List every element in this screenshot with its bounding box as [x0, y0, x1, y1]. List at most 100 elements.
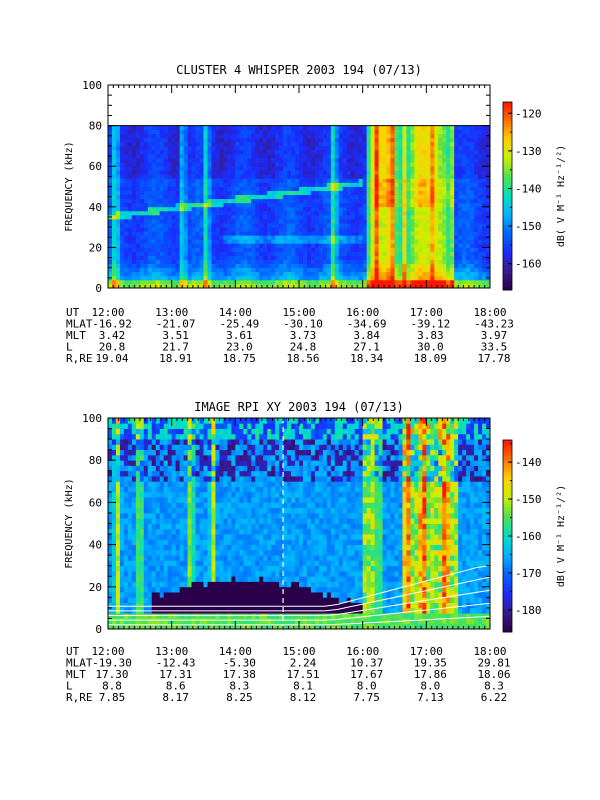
spectrogram-cell — [171, 158, 177, 163]
spectrogram-cell — [191, 186, 196, 191]
spectrogram-cell — [418, 186, 423, 191]
spectrogram-cell — [207, 141, 212, 147]
spectrogram-cell — [302, 170, 308, 175]
spectrogram-cell — [354, 243, 360, 248]
spectrogram-cell — [382, 235, 387, 240]
spectrogram-cell — [163, 267, 169, 273]
spectrogram-cell — [119, 539, 125, 545]
spectrogram-cell — [131, 223, 137, 228]
spectrogram-cell — [334, 129, 340, 135]
spectrogram-cell — [215, 141, 220, 147]
spectrogram-cell — [175, 465, 181, 472]
spectrogram-cell — [147, 423, 153, 429]
spectrogram-cell — [283, 247, 288, 252]
spectrogram-cell — [446, 271, 451, 277]
spectrogram-cell — [243, 198, 248, 204]
spectrogram-cell — [283, 223, 288, 228]
spectrogram-cell — [382, 223, 387, 228]
spectrogram-cell — [358, 255, 364, 260]
spectrogram-cell — [306, 255, 312, 260]
spectrogram-cell — [390, 247, 395, 252]
spectrogram-cell — [438, 210, 443, 216]
spectrogram-cell — [203, 194, 208, 200]
spectrogram-cell — [139, 423, 145, 429]
spectrogram-cell — [211, 263, 216, 269]
spectrogram-cell — [139, 555, 145, 561]
spectrogram-cell — [299, 170, 304, 175]
spectrogram-cell — [362, 235, 368, 240]
spectrogram-cell — [275, 158, 280, 163]
spectrogram-cell — [108, 259, 113, 265]
spectrogram-cell — [398, 174, 403, 179]
spectrogram-cell — [159, 476, 165, 482]
spectrogram-cell — [127, 198, 133, 204]
spectrogram-cell — [338, 214, 344, 220]
spectrogram-cell — [362, 214, 368, 220]
spectrogram-cell — [111, 486, 117, 493]
spectrogram-cell — [271, 149, 276, 155]
spectrogram-cell — [211, 231, 216, 236]
spectrogram-cell — [350, 210, 356, 216]
spectrogram-cell — [446, 162, 451, 167]
spectrogram-cell — [108, 247, 113, 252]
spectrogram-cell — [295, 166, 300, 171]
spectrogram-cell — [243, 162, 248, 167]
spectrogram-cell — [187, 470, 192, 477]
spectrogram-cell — [143, 423, 149, 429]
spectrogram-cell — [446, 283, 451, 289]
spectrogram-cell — [410, 218, 415, 224]
spectrogram-cell — [378, 247, 383, 252]
spectrogram-cell — [402, 154, 407, 159]
spectrogram-cell — [342, 186, 348, 191]
spectrogram-cell — [430, 263, 435, 269]
spectrogram-cell — [279, 210, 284, 216]
spectrogram-cell — [195, 182, 200, 187]
spectrogram-cell — [334, 158, 340, 163]
spectrogram-cell — [111, 586, 117, 593]
spectrogram-cell — [422, 137, 427, 143]
spectrogram-cell — [171, 486, 177, 493]
spectrogram-cell — [434, 263, 439, 269]
spectrogram-cell — [127, 523, 133, 530]
spectrogram-cell — [155, 145, 161, 151]
spectrogram-cell — [330, 279, 336, 285]
spectrogram-cell — [482, 145, 487, 151]
spectrogram-cell — [330, 137, 336, 143]
spectrogram-cell — [326, 190, 332, 196]
spectrogram-cell — [187, 497, 192, 503]
spectrogram-cell — [366, 194, 372, 200]
spectrogram-cell — [478, 186, 483, 191]
spectrogram-cell — [127, 190, 133, 196]
spectrogram-cell — [163, 239, 169, 244]
spectrogram-cell — [139, 174, 145, 179]
spectrogram-cell — [151, 444, 157, 451]
spectrogram-cell — [259, 129, 264, 135]
spectrogram-cell — [259, 243, 264, 248]
spectrogram-cell — [215, 251, 220, 256]
spectrogram-cell — [306, 158, 312, 163]
spectrogram-cell — [450, 235, 455, 240]
spectrogram-cell — [187, 231, 192, 236]
spectrogram-cell — [159, 549, 165, 556]
spectrogram-cell — [402, 247, 407, 252]
spectrogram-cell — [119, 267, 125, 273]
spectrogram-cell — [159, 465, 165, 472]
spectrogram-cell — [203, 275, 208, 281]
spectrogram-cell — [247, 210, 252, 216]
spectrogram-cell — [474, 129, 479, 135]
spectrogram-cell — [442, 145, 447, 151]
spectrogram-cell — [410, 162, 415, 167]
spectrogram-cell — [370, 149, 376, 155]
spectrogram-cell — [358, 182, 364, 187]
spectrogram-cell — [123, 555, 129, 561]
spectrogram-cell — [306, 275, 312, 281]
spectrogram-cell — [430, 227, 435, 232]
spectrogram-cell — [195, 239, 200, 244]
spectrogram-cell — [108, 279, 113, 285]
spectrogram-cell — [295, 149, 300, 155]
spectrogram-cell — [151, 497, 157, 503]
spectrogram-cell — [442, 178, 447, 183]
spectrogram-cell — [306, 182, 312, 187]
spectrogram-cell — [147, 198, 153, 204]
spectrogram-cell — [366, 198, 372, 204]
